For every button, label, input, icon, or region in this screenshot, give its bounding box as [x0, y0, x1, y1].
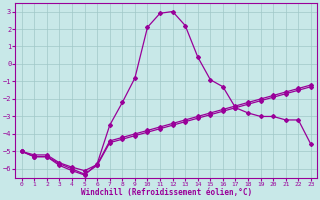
X-axis label: Windchill (Refroidissement éolien,°C): Windchill (Refroidissement éolien,°C) — [81, 188, 252, 197]
